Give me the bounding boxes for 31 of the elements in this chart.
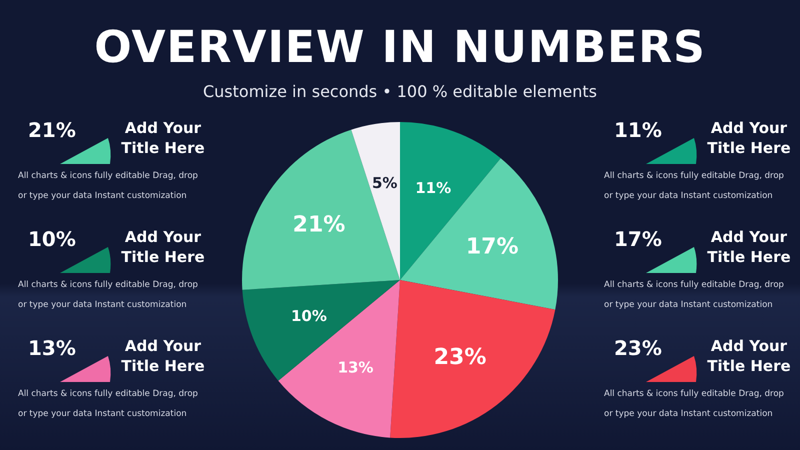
text: All charts & icons fully editable Drag, drop or type your data Instant customization: [18, 388, 199, 421]
text: 11%: [614, 118, 662, 142]
data-label: 13%: [338, 358, 374, 376]
text: Add Your Title Here: [120, 336, 206, 376]
text: 23%: [614, 336, 662, 360]
text: All charts & icons fully editable Drag, drop or type your data Instant customization: [604, 170, 785, 203]
text: 13%: [28, 336, 76, 360]
text: All charts & icons fully editable Drag, drop or type your data Instant customization: [604, 388, 785, 421]
text: Add Your Title Here: [706, 336, 792, 376]
chart-subtitle: Customize in seconds • 100 % editable elements: [202, 82, 598, 101]
text: All charts & icons fully editable Drag, drop or type your data Instant customization: [604, 279, 785, 312]
text: 17%: [614, 227, 662, 251]
text: All charts & icons fully editable Drag, drop or type your data Instant customization: [18, 170, 199, 203]
text: Add Your Title Here: [706, 227, 792, 267]
pie-slice: [351, 122, 400, 280]
text: Add Your Title Here: [120, 118, 206, 158]
pie-slice: [278, 280, 400, 438]
text: 21%: [28, 118, 76, 142]
data-label: 5%: [372, 174, 398, 192]
pie-slice: [390, 280, 556, 438]
text: Add Your Title Here: [706, 118, 792, 158]
text: 10%: [28, 227, 76, 251]
data-label: 11%: [415, 178, 452, 197]
text: Add Your Title Here: [120, 227, 206, 267]
pie-slice: [242, 280, 400, 381]
data-label: 23%: [434, 344, 486, 370]
text: All charts & icons fully editable Drag, drop or type your data Instant customization: [18, 279, 199, 312]
chart-title: OVERVIEW IN NUMBERS: [93, 22, 707, 73]
data-label: 21%: [292, 212, 346, 238]
data-label: 10%: [290, 307, 327, 326]
data-label: 17%: [466, 234, 519, 260]
